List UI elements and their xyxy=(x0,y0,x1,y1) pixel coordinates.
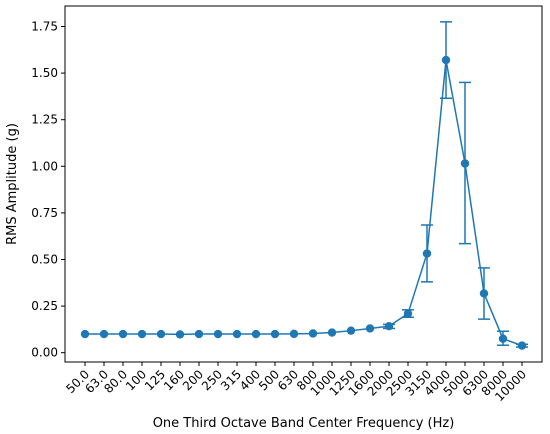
data-point xyxy=(175,330,185,339)
data-point xyxy=(517,341,527,350)
y-tick-label: 1.00 xyxy=(31,159,58,173)
data-point xyxy=(384,322,394,331)
data-point xyxy=(99,329,109,339)
data-point xyxy=(479,289,489,298)
data-point xyxy=(308,329,318,338)
data-point xyxy=(441,55,451,65)
y-tick-label: 0.25 xyxy=(31,299,58,313)
data-point xyxy=(251,329,261,339)
y-axis: 0.00 0.25 0.50 0.75 1.00 1.25 1.50 1.75 xyxy=(31,20,65,360)
data-point xyxy=(156,329,166,339)
y-tick-label: 0.00 xyxy=(31,346,58,360)
data-point xyxy=(137,329,147,339)
data-point xyxy=(498,334,508,343)
data-point xyxy=(118,329,128,339)
data-point xyxy=(403,309,413,318)
data-point xyxy=(327,328,337,337)
data-point xyxy=(270,329,280,339)
data-point xyxy=(422,249,432,258)
data-point xyxy=(289,329,299,339)
data-point xyxy=(232,329,242,339)
y-tick-label: 1.75 xyxy=(31,20,58,34)
data-point xyxy=(194,329,204,339)
y-tick-label: 1.25 xyxy=(31,113,58,127)
x-axis-label: One Third Octave Band Center Frequency (… xyxy=(153,416,455,431)
data-point xyxy=(346,326,356,335)
data-point xyxy=(80,329,90,339)
data-point xyxy=(213,329,223,339)
data-point xyxy=(365,324,375,333)
y-tick-label: 1.50 xyxy=(31,66,58,80)
plot-frame xyxy=(64,5,543,363)
data-point xyxy=(460,159,470,168)
y-tick-label: 0.75 xyxy=(31,206,58,220)
y-tick-label: 0.50 xyxy=(31,252,58,266)
y-axis-label: RMS Amplitude (g) xyxy=(5,123,20,245)
plot-marks xyxy=(80,21,528,350)
